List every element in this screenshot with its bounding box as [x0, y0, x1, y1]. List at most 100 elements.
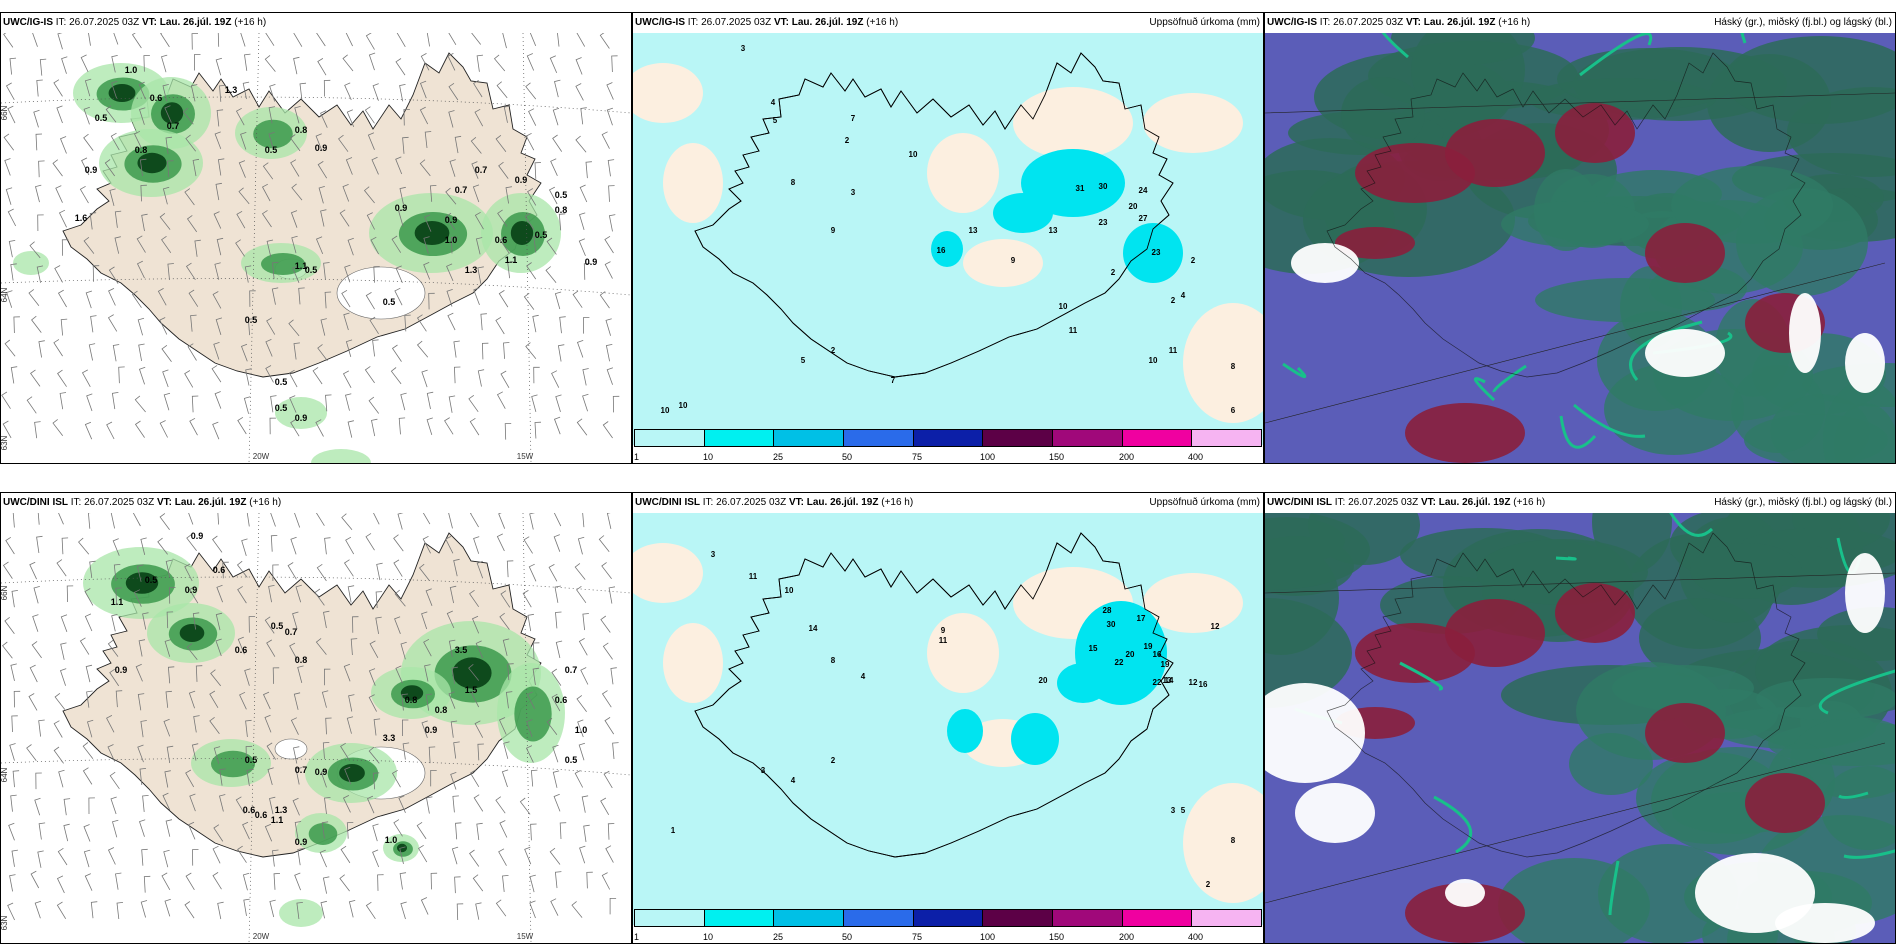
wind-barb	[552, 770, 560, 788]
wind-barb	[318, 186, 325, 204]
wind-barb	[38, 160, 45, 178]
wind-barb	[422, 535, 431, 554]
wind-barb	[474, 720, 484, 738]
wind-barb	[576, 33, 586, 47]
value-label: 0.7	[475, 165, 488, 175]
wind-barb	[578, 238, 586, 257]
wind-barb	[213, 824, 224, 842]
wind-barb	[83, 824, 91, 842]
wind-barb	[118, 366, 125, 384]
wind-barb	[216, 109, 224, 127]
value-label: 8	[791, 178, 796, 187]
wind-barb	[165, 559, 173, 578]
wind-barb	[243, 396, 251, 414]
wind-barb	[83, 849, 91, 868]
wind-barb	[551, 693, 561, 712]
wind-barb	[503, 105, 511, 123]
wind-barb	[292, 611, 299, 630]
wind-barb	[28, 693, 38, 711]
wind-barb	[498, 848, 507, 866]
wind-barb	[12, 770, 20, 788]
wind-barb	[446, 289, 453, 307]
cloud-contour	[1843, 849, 1895, 859]
value-label: 0.7	[455, 185, 468, 195]
wind-barb	[61, 239, 69, 256]
wind-barb	[498, 513, 506, 529]
value-label: 0.5	[265, 145, 278, 155]
value-label: 1.1	[295, 261, 308, 271]
wind-barb	[236, 210, 246, 229]
cloud-contour	[1559, 415, 1597, 449]
value-label: 24	[1139, 186, 1148, 195]
precip-moderate	[261, 253, 305, 275]
it-label: IT:	[55, 17, 67, 28]
wind-barb	[269, 899, 276, 918]
wind-barb	[611, 55, 618, 73]
panel-header: UWC/DINI ISL IT: 26.07.2025 03Z VT: Lau.…	[1, 493, 631, 513]
wind-barb	[217, 901, 224, 920]
valid-time: Lau. 26.júl. 19Z	[791, 17, 864, 28]
wind-barb	[238, 187, 250, 205]
wind-barb	[507, 261, 514, 279]
wind-barb	[399, 872, 407, 890]
wind-barb	[222, 561, 229, 579]
vt-label: VT:	[141, 17, 157, 28]
wind-barb	[316, 563, 327, 582]
wind-barb	[476, 560, 484, 579]
wind-barb	[268, 585, 275, 603]
wind-barb	[339, 874, 350, 892]
wind-barb	[450, 772, 457, 790]
wind-barb	[188, 289, 199, 307]
iceland-coastline	[1326, 52, 1806, 378]
valid-time: Lau. 26.júl. 19Z	[159, 17, 232, 28]
colorbar-label-400: 400	[1188, 932, 1204, 942]
precip-heavy	[452, 657, 492, 689]
wind-barb	[159, 212, 171, 230]
wind-barb	[391, 235, 402, 253]
wind-barb	[577, 536, 585, 555]
wind-barb	[57, 33, 63, 50]
wind-barb	[32, 614, 39, 632]
value-label: 0.9	[585, 257, 598, 267]
wind-barb	[578, 638, 588, 656]
vt-label: VT:	[788, 497, 804, 508]
wind-barb	[184, 901, 195, 919]
wind-barb	[165, 690, 172, 708]
wind-barb	[606, 513, 612, 529]
wind-barb	[7, 902, 15, 921]
graticule-line	[1, 758, 631, 776]
wind-barb	[161, 872, 171, 890]
wind-barb	[430, 872, 438, 890]
wind-barb	[237, 636, 245, 655]
wind-barb	[266, 239, 274, 257]
value-label: 5	[773, 116, 778, 125]
dry-area	[1183, 303, 1263, 423]
panel-title: Uppsöfnuð úrkoma (mm)	[1149, 17, 1260, 28]
wind-barb	[324, 537, 331, 555]
value-label: 22	[1153, 678, 1162, 687]
wind-barb	[30, 369, 41, 387]
wind-barb	[212, 535, 223, 553]
dry-areas	[633, 63, 1263, 423]
wind-barb	[600, 615, 611, 633]
value-label: 8	[831, 656, 836, 665]
wind-barb	[111, 80, 118, 99]
value-label: 0.5	[383, 297, 396, 307]
colorbar-label-400: 400	[1188, 452, 1204, 462]
glacier-vatnajokull	[336, 266, 426, 320]
wind-barb	[612, 742, 619, 760]
value-label: 0.6	[235, 645, 248, 655]
value-label: 10	[909, 150, 918, 159]
precip-light	[279, 899, 323, 927]
wind-barb	[273, 873, 281, 890]
wind-barb	[372, 772, 380, 790]
high-cloud	[1645, 223, 1725, 283]
wind-barb	[507, 663, 514, 681]
wind-barb	[165, 136, 173, 154]
wind-barb	[63, 798, 71, 816]
wind-barb	[314, 588, 325, 606]
wind-barb	[288, 319, 300, 337]
wind-barb	[398, 795, 406, 813]
wind-barb	[317, 344, 328, 362]
wind-barb	[141, 848, 148, 866]
